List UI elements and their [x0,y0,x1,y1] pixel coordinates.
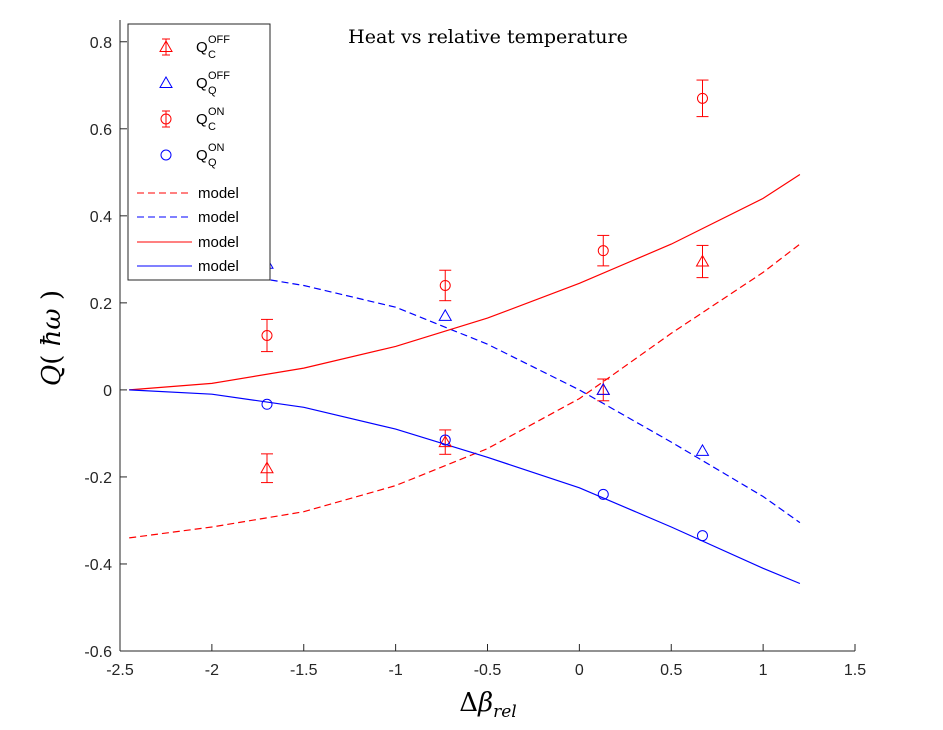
data-point-circle [597,488,609,500]
series-points-3 [261,398,708,542]
legend-label: Q [196,39,208,56]
legend-marker-triangle [159,39,173,52]
legend-label-sub: Q [208,157,217,169]
data-point-circle [597,245,609,257]
x-tick-label: 0 [575,662,584,679]
legend-box [127,23,271,281]
data-point-circle [696,92,708,104]
y-tick-label: -0.2 [84,470,112,487]
legend-label-sup: ON [208,106,225,118]
legend-label-sub: C [208,49,216,61]
series-model-line-7 [129,389,801,585]
x-tick-label: -1 [389,662,403,679]
x-ticks: -2.5 -2 -1.5 -1 -0.5 0 0.5 1 1.5 [106,644,866,679]
y-tick-label: -0.4 [84,557,112,574]
legend-label: Q [196,75,208,92]
model-curve [129,173,801,391]
data-point-circle [439,434,451,446]
legend-entry-6: model [137,234,239,251]
y-tick-label: 0 [103,383,112,400]
data-point-triangle [438,435,453,448]
x-tick-label: 1 [759,662,768,679]
series-model-line-6 [129,173,801,391]
series-points-0 [260,244,710,484]
model-curve [129,243,801,539]
data-point-circle [261,398,273,410]
legend-label: model [198,234,239,251]
legend-label-sup: OFF [208,70,230,82]
x-tick-label: 0.5 [660,662,682,679]
data-point-circle [696,530,708,542]
y-ticks: -0.6 -0.4 -0.2 0 0.2 0.4 0.6 0.8 [84,35,127,661]
series-points-2 [261,79,709,353]
legend-entry-4: model [137,185,239,202]
legend-marker-triangle [159,75,173,88]
model-curve [129,389,801,585]
x-tick-label: -2.5 [106,662,134,679]
data-point-triangle [260,461,274,474]
legend-label: model [198,209,239,226]
legend-entry-0: Q OFF C [159,34,230,61]
x-tick-label: -1.5 [290,662,318,679]
legend-label: Q [196,147,208,164]
data-point-triangle [695,443,710,456]
y-tick-label: 0.8 [90,35,112,52]
legend-label-sub: C [208,121,216,133]
chart-title: Heat vs relative temperature [348,26,628,48]
data-point-triangle [695,254,710,267]
x-tick-label: 1.5 [844,662,866,679]
legend-marker-circle [160,113,172,125]
legend-entry-5: model [137,209,239,226]
y-tick-label: 0.2 [90,296,112,313]
legend-marker-circle [160,149,172,161]
legend-entry-7: model [137,258,239,275]
y-tick-label: 0.6 [90,122,112,139]
x-tick-label: -2 [205,662,219,679]
data-point-triangle [596,382,611,395]
legend-label-sub: Q [208,85,217,97]
y-axis-label: Q( ħω ) [37,290,67,386]
x-axis-label: Δβrel [459,688,516,722]
y-tick-label: -0.6 [84,644,112,661]
legend-label-sup: ON [208,142,225,154]
legend-label-sup: OFF [208,34,230,46]
legend-label: Q [196,111,208,128]
legend-entry-3: Q ONQ [160,142,225,169]
legend-label: model [198,258,239,275]
series-layer [129,79,801,585]
data-point-triangle [438,308,453,321]
y-tick-label: 0.4 [90,209,112,226]
x-tick-label: -0.5 [474,662,502,679]
legend-label: model [198,185,239,202]
series-model-line-4 [129,243,801,539]
legend-entry-2: Q ON C [160,106,225,133]
data-point-circle [261,330,273,341]
data-point-circle [439,279,451,291]
